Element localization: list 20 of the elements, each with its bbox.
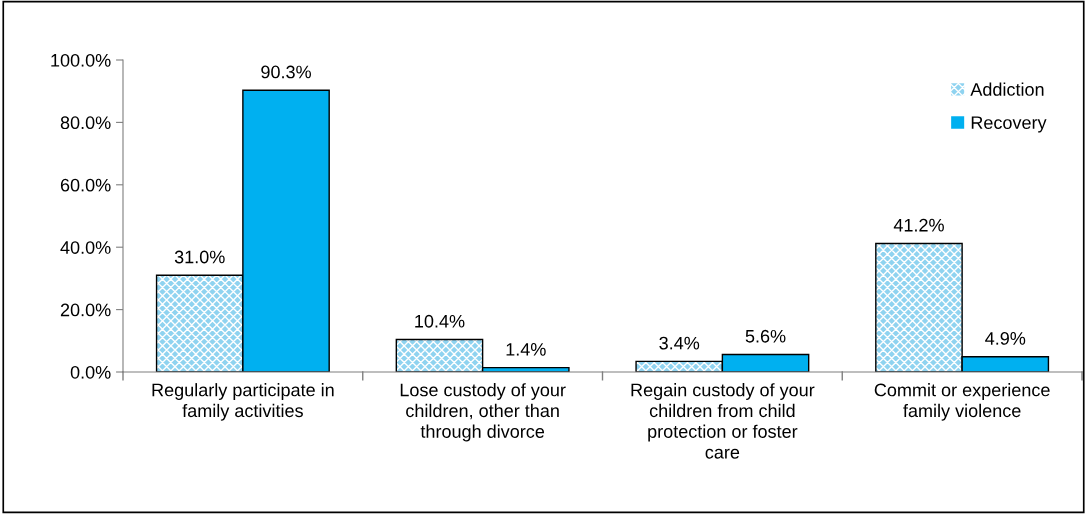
x-tick-label: Regain custody of your children from child protection or foster care: [631, 383, 815, 459]
x-tick-label: Regularly participate in family activities: [152, 383, 334, 421]
data-label: 41.2%: [893, 218, 944, 232]
y-tick-label: 40.0%: [60, 241, 111, 254]
data-label: 90.3%: [261, 65, 311, 79]
data-label: 4.9%: [985, 332, 1026, 345]
y-tick-label: 0.0%: [70, 365, 111, 379]
data-label: 1.4%: [506, 343, 546, 356]
y-tick-label: 100.0%: [51, 53, 111, 67]
data-label: 3.4%: [659, 336, 700, 350]
legend-label: Addiction: [970, 82, 1044, 96]
x-tick-label: Commit or experience family violence: [874, 383, 1050, 421]
data-label: 5.6%: [745, 329, 786, 343]
data-label: 31.0%: [174, 250, 225, 264]
y-tick-label: 80.0%: [60, 116, 111, 130]
x-tick-label: Lose custody of your children, other than through divorce: [400, 383, 566, 442]
y-tick-label: 20.0%: [60, 303, 111, 317]
legend-label: Recovery: [971, 116, 1047, 133]
y-tick-label: 60.0%: [60, 178, 111, 192]
data-label: 10.4%: [415, 314, 465, 328]
